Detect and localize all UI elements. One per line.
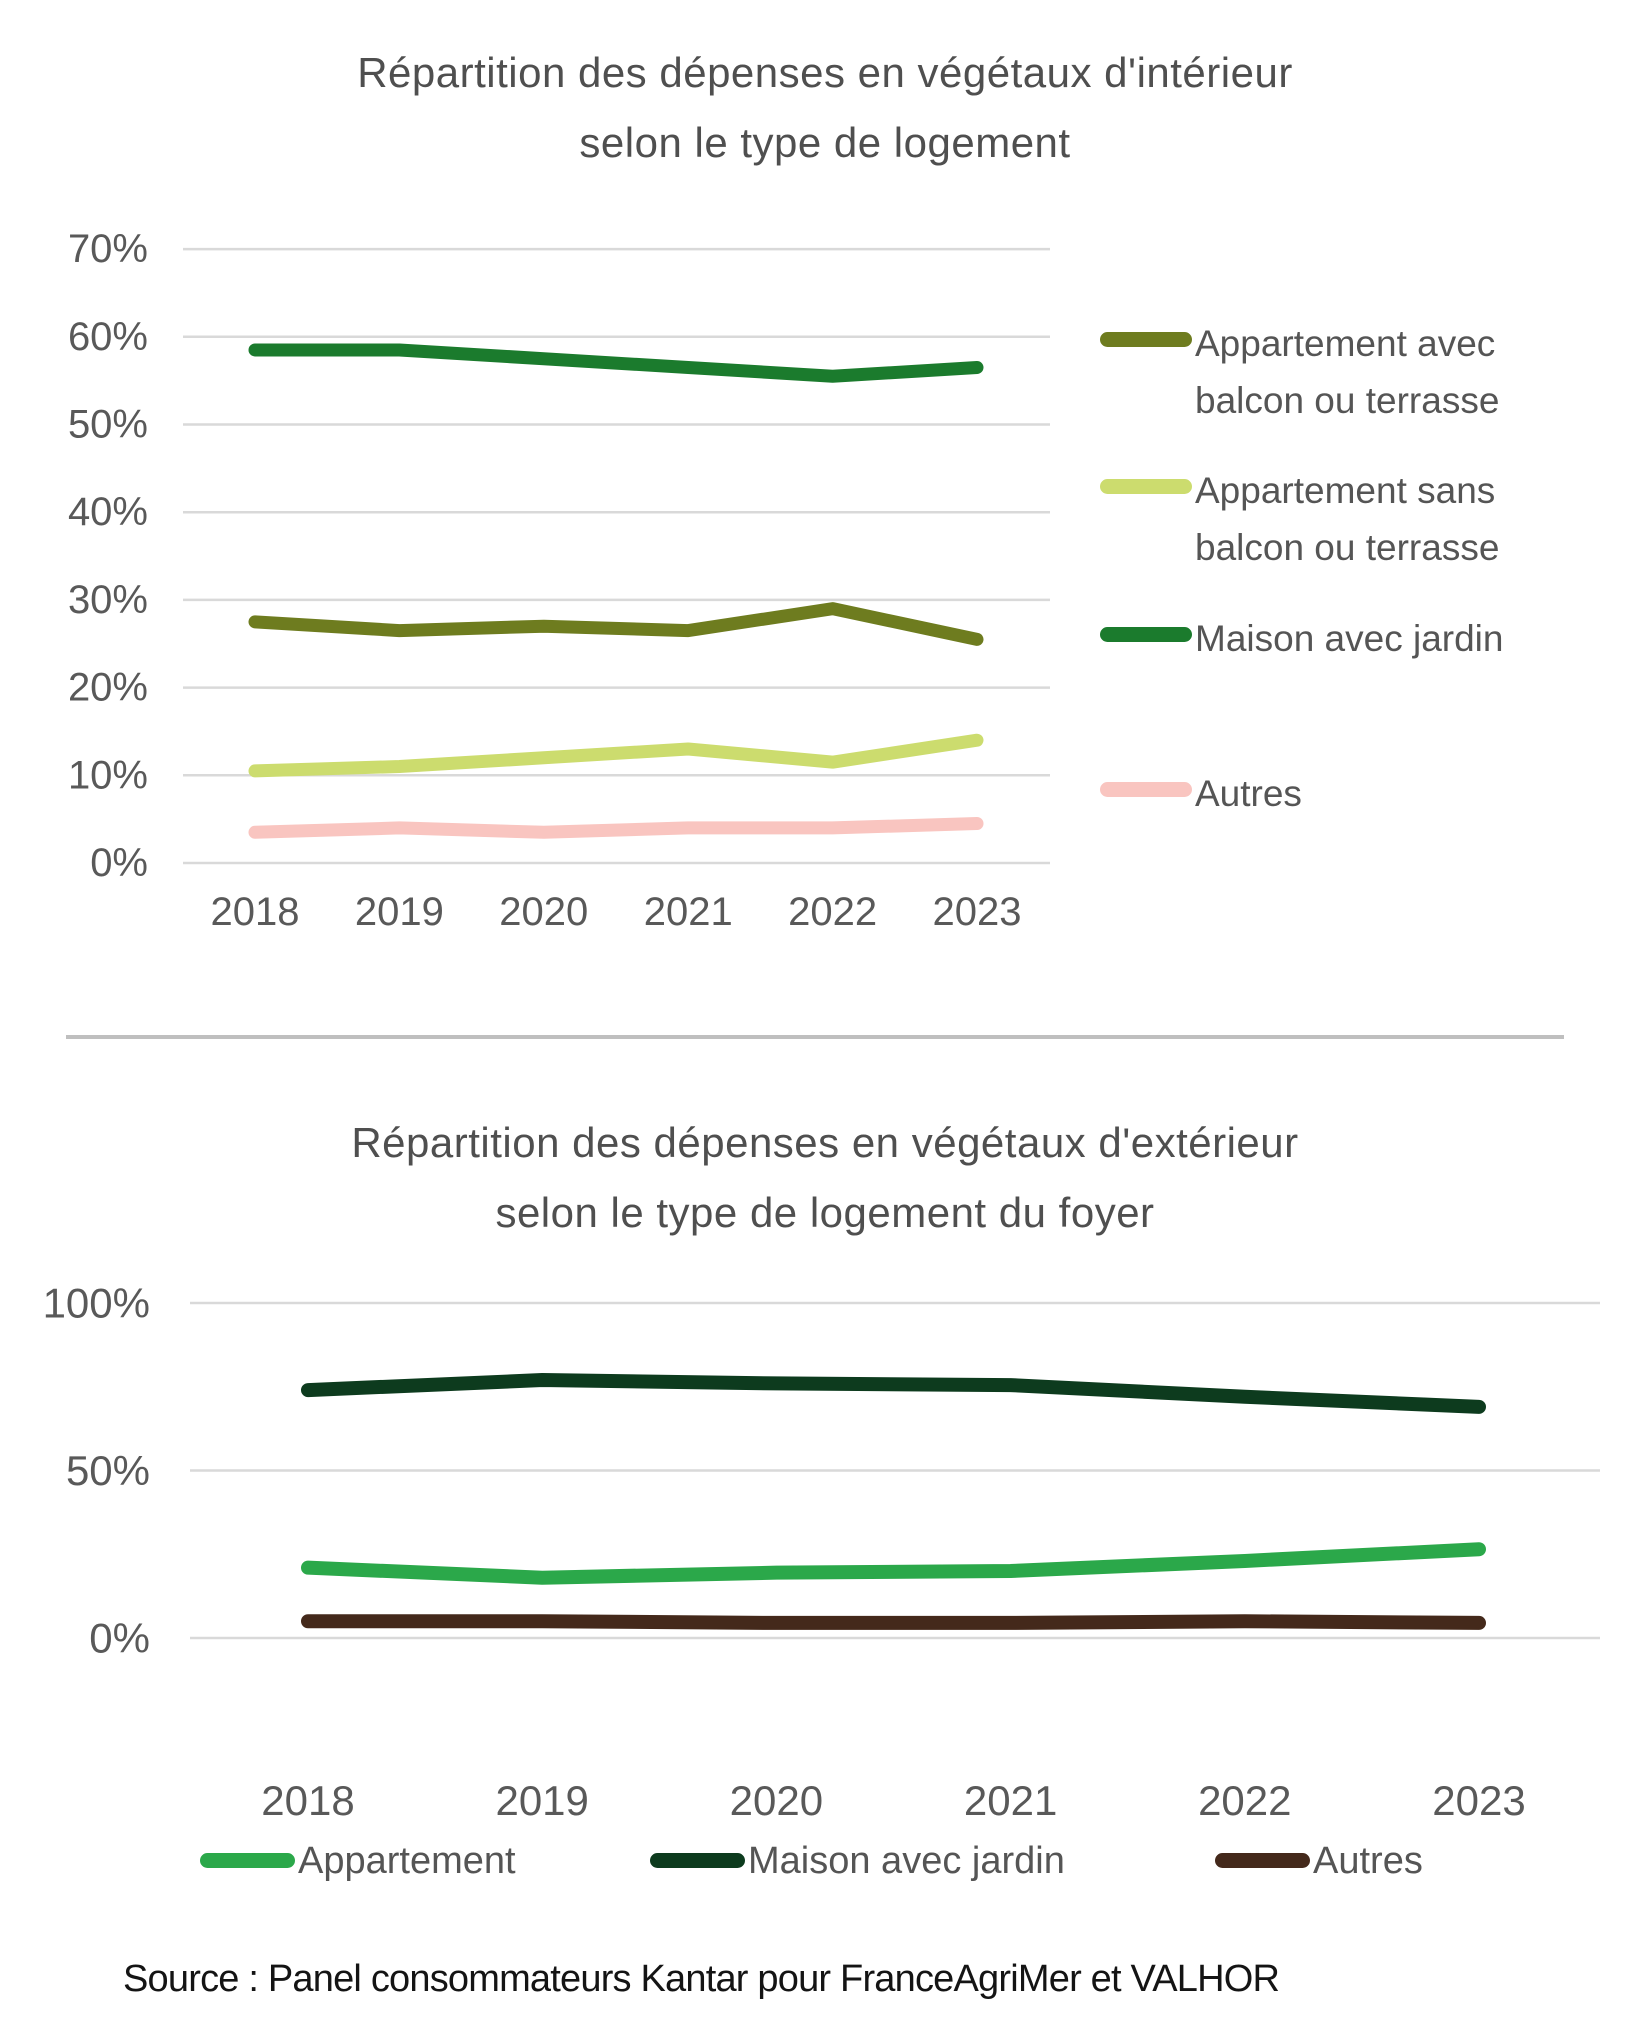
series-line-maison-avec-jardin [301, 1373, 1486, 1414]
series-swatch [1100, 627, 1192, 642]
x-tick-label: 2019 [355, 890, 444, 934]
y-tick-label: 70% [68, 227, 148, 271]
series-line-appartement-sans-balcon-ou-terrasse [248, 733, 984, 778]
legend-label: Autres [1195, 773, 1302, 814]
legend-label: Appartement sans balcon ou terrasse [1195, 470, 1500, 568]
legend-label: Autres [1313, 1840, 1423, 1882]
x-tick-label: 2023 [933, 890, 1022, 934]
chart1-title-line2: selon le type de logement [579, 119, 1071, 166]
legend-item-autres-2: Autres [1215, 1838, 1423, 1884]
x-tick-label: 2020 [730, 1777, 823, 1824]
chart2-title-line1: Répartition des dépenses en végétaux d'e… [351, 1119, 1299, 1166]
x-tick-label: 2021 [644, 890, 733, 934]
legend-label: Appartement avec balcon ou terrasse [1195, 323, 1500, 421]
x-tick-label: 2018 [211, 890, 300, 934]
series-swatch [1100, 332, 1192, 347]
y-tick-label: 60% [68, 315, 148, 359]
x-tick-label: 2023 [1432, 1777, 1525, 1824]
legend-label: Maison avec jardin [1195, 618, 1504, 659]
chart1-plot: 70% 60% 50% 40% 30% 20% 10% 0% 2018 2019 2020 2021 2… [68, 227, 1050, 934]
legend-item-appartement: Appartement [200, 1838, 516, 1884]
chart2-title: Répartition des dépenses en végétaux d'e… [0, 1108, 1650, 1248]
legend-item-maison-avec-jardin-2: Maison avec jardin [650, 1838, 1065, 1884]
y-tick-label: 40% [68, 490, 148, 534]
legend-label: Appartement [298, 1840, 516, 1882]
legend-label: Maison avec jardin [748, 1840, 1065, 1882]
y-tick-label: 100% [43, 1280, 150, 1327]
x-tick-label: 2021 [964, 1777, 1057, 1824]
series-line-autres [301, 1614, 1486, 1630]
y-tick-label: 50% [66, 1447, 150, 1494]
series-line-autres [248, 817, 984, 839]
series-swatch [1100, 782, 1192, 797]
y-tick-label: 30% [68, 578, 148, 622]
x-tick-label: 2022 [1198, 1777, 1291, 1824]
chart1-title: Répartition des dépenses en végétaux d'i… [0, 38, 1650, 178]
source-caption: Source : Panel consommateurs Kantar pour… [123, 1958, 1280, 2000]
x-tick-label: 2019 [495, 1777, 588, 1824]
y-tick-label: 0% [90, 841, 148, 885]
y-tick-label: 0% [89, 1615, 150, 1662]
legend-item-maison-avec-jardin: Maison avec jardin [1100, 610, 1503, 667]
series-line-appartement [301, 1542, 1486, 1585]
section-divider [66, 1035, 1564, 1039]
x-tick-label: 2018 [261, 1777, 354, 1824]
series-line-appartement-avec-balcon-ou-terrasse [248, 602, 984, 646]
chart2-plot: 100% 50% 0% 2018 2019 2020 2021 2022 2023 [43, 1280, 1600, 1824]
chart2-title-line2: selon le type de logement du foyer [495, 1189, 1155, 1236]
series-swatch [1100, 479, 1192, 494]
legend-item-autres: Autres [1100, 765, 1302, 822]
series-swatch [650, 1853, 745, 1868]
legend-item-appartement-sans-balcon: Appartement sans balcon ou terrasse [1100, 462, 1595, 576]
x-tick-label: 2020 [499, 890, 588, 934]
y-tick-label: 50% [68, 403, 148, 447]
series-line-maison-avec-jardin [248, 343, 984, 383]
legend-item-appartement-avec-balcon: Appartement avec balcon ou terrasse [1100, 315, 1595, 429]
series-swatch [1215, 1853, 1310, 1868]
y-tick-label: 10% [68, 753, 148, 797]
series-swatch [200, 1853, 295, 1868]
x-tick-label: 2022 [788, 890, 877, 934]
y-tick-label: 20% [68, 666, 148, 710]
chart1-title-line1: Répartition des dépenses en végétaux d'i… [357, 49, 1293, 96]
